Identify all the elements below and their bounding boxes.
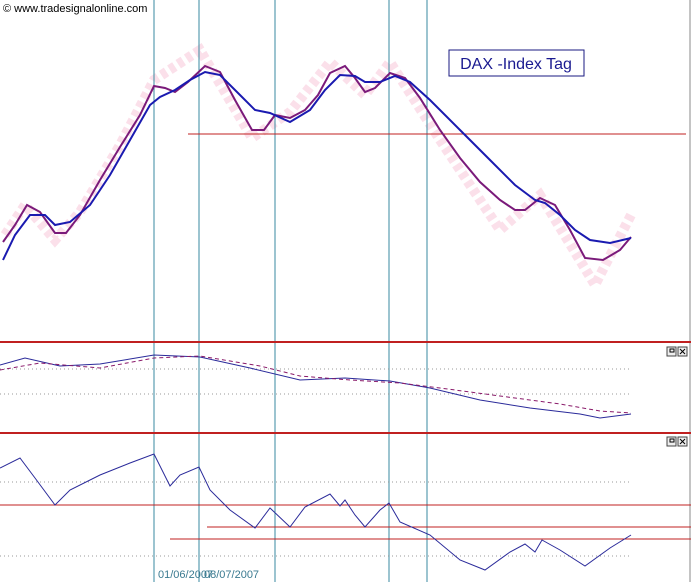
watermark: © www.tradesignalonline.com [3, 3, 147, 15]
date-label: 01/06/2007 [158, 569, 213, 581]
slow-average [2, 70, 632, 261]
date-label: 08/07/2007 [204, 569, 259, 581]
price-candles [0, 42, 636, 296]
fast-average [2, 64, 632, 262]
chart-title: DAX -Index Tag [460, 56, 572, 73]
indicator-line [0, 354, 632, 419]
indicator-signal [0, 355, 632, 414]
panel-buttons[interactable] [666, 346, 688, 357]
oscillator-line [0, 453, 632, 571]
panel-buttons[interactable] [666, 436, 688, 447]
title-box [448, 49, 585, 77]
